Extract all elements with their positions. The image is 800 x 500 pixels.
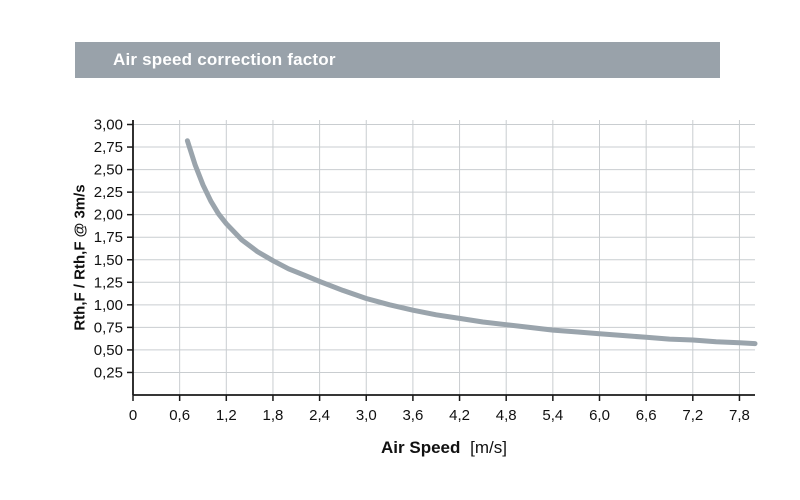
svg-text:2,25: 2,25: [94, 184, 123, 201]
svg-text:7,8: 7,8: [729, 407, 750, 424]
svg-text:1,75: 1,75: [94, 229, 123, 246]
chart-title-bar: Air speed correction factor: [75, 42, 720, 78]
x-axis-label: Air Speed [m/s]: [133, 438, 755, 458]
svg-text:7,2: 7,2: [682, 407, 703, 424]
svg-text:4,8: 4,8: [496, 407, 517, 424]
svg-text:6,6: 6,6: [636, 407, 657, 424]
svg-text:0,75: 0,75: [94, 319, 123, 336]
svg-text:0,50: 0,50: [94, 342, 123, 359]
x-axis-label-name: Air Speed: [381, 438, 461, 457]
svg-text:4,2: 4,2: [449, 407, 470, 424]
svg-text:2,00: 2,00: [94, 207, 123, 224]
svg-text:2,4: 2,4: [309, 407, 330, 424]
svg-text:3,6: 3,6: [402, 407, 423, 424]
svg-text:0,6: 0,6: [169, 407, 190, 424]
svg-text:0,25: 0,25: [94, 364, 123, 381]
svg-text:2,75: 2,75: [94, 139, 123, 156]
chart-title: Air speed correction factor: [113, 50, 336, 69]
x-axis-label-unit: [m/s]: [470, 438, 507, 457]
svg-text:6,0: 6,0: [589, 407, 610, 424]
svg-text:1,8: 1,8: [263, 407, 284, 424]
svg-text:1,2: 1,2: [216, 407, 237, 424]
svg-text:5,4: 5,4: [542, 407, 563, 424]
svg-text:0: 0: [129, 407, 137, 424]
svg-text:3,0: 3,0: [356, 407, 377, 424]
svg-text:1,50: 1,50: [94, 252, 123, 269]
svg-text:2,50: 2,50: [94, 162, 123, 179]
svg-text:3,00: 3,00: [94, 117, 123, 134]
svg-text:1,25: 1,25: [94, 274, 123, 291]
svg-text:1,00: 1,00: [94, 297, 123, 314]
